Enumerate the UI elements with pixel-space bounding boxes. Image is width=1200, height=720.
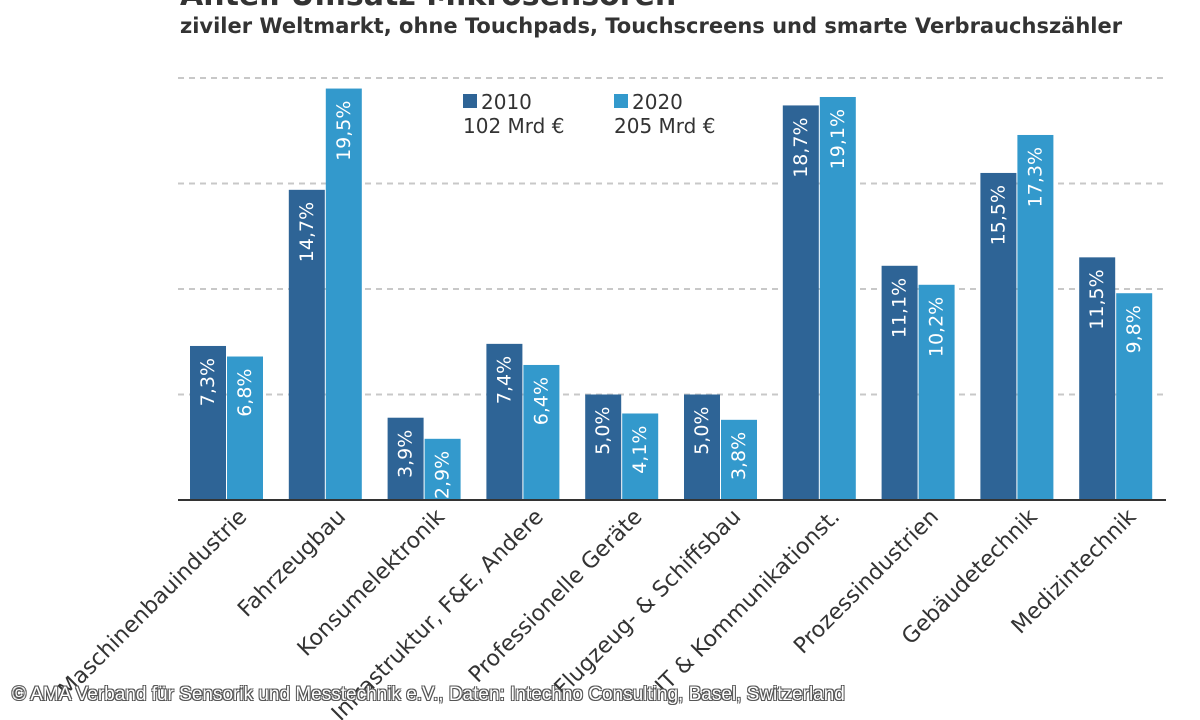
copyright-credit: © AMA Verband für Sensorik und Messtechn… <box>12 684 845 705</box>
bar-2020 <box>918 284 955 500</box>
bar-2020 <box>721 419 757 500</box>
legend-swatch-2020 <box>614 94 628 108</box>
data-label: 11,5% <box>1086 269 1108 329</box>
bar-2010 <box>782 105 819 501</box>
data-label: 5,0% <box>691 407 713 455</box>
legend-total-2020: 205 Mrd € <box>614 114 715 138</box>
data-label: 10,2% <box>926 297 948 357</box>
bar-2020 <box>227 356 263 500</box>
bar-2010 <box>684 394 720 500</box>
data-label: 19,1% <box>827 109 849 169</box>
legend-label-2020: 2020 <box>632 90 683 114</box>
bar-2010 <box>288 189 325 500</box>
data-label: 14,7% <box>296 202 318 262</box>
data-label: 17,3% <box>1024 147 1046 207</box>
data-label: 5,0% <box>592 407 614 455</box>
bar-2020 <box>325 88 362 501</box>
legend-swatch-2010 <box>463 94 477 108</box>
bar-2010 <box>1079 257 1116 500</box>
bar-2010 <box>881 265 918 500</box>
bar-2020 <box>523 364 560 500</box>
bar-2020 <box>819 96 856 501</box>
bar-2020 <box>622 413 659 500</box>
bar-2010 <box>387 417 424 500</box>
data-label: 11,1% <box>889 278 911 338</box>
data-label: 3,9% <box>395 430 417 478</box>
chart-subtitle: ziviler Weltmarkt, ohne Touchpads, Touch… <box>180 14 1123 38</box>
data-label: 4,1% <box>629 425 651 473</box>
bar-2020 <box>1116 293 1153 500</box>
legend-total-2010: 102 Mrd € <box>463 114 564 138</box>
data-label: 2,9% <box>432 451 454 499</box>
bar-2010 <box>486 343 523 500</box>
data-label: 6,4% <box>530 377 552 425</box>
category-label: Flugzeug- & Schiffsbau <box>550 505 746 701</box>
data-label: 7,3% <box>197 358 219 406</box>
bar-2010 <box>980 172 1017 500</box>
bar-2020 <box>1017 134 1054 500</box>
category-label: Professionelle Geräte <box>464 505 647 688</box>
data-label: 9,8% <box>1123 305 1145 353</box>
data-label: 7,4% <box>493 356 515 404</box>
category-label: Maschinenbauindustrie <box>54 505 252 703</box>
legend-label-2010: 2010 <box>481 90 532 114</box>
data-label: 15,5% <box>987 185 1009 245</box>
bar-2020 <box>424 438 461 500</box>
data-label: 6,8% <box>234 369 256 417</box>
category-label: IT & Kommunikationst. <box>651 505 845 699</box>
data-label: 19,5% <box>333 101 355 161</box>
chart-title: Anteil Umsatz Mikrosensoren <box>180 0 676 13</box>
data-label: 3,8% <box>728 432 750 480</box>
bar-2010 <box>190 345 226 500</box>
data-label: 18,7% <box>790 117 812 177</box>
bar-2010 <box>585 394 622 500</box>
